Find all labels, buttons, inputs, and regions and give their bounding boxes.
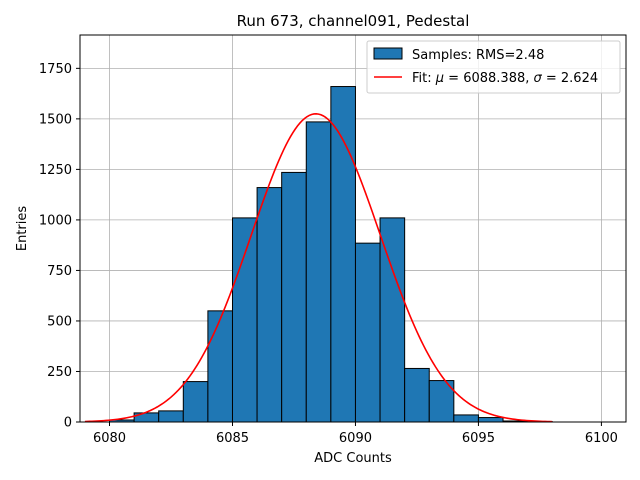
- x-tick-label: 6085: [216, 431, 249, 446]
- x-axis-label: ADC Counts: [314, 451, 392, 466]
- y-tick-label: 750: [47, 264, 72, 279]
- histogram-bar: [305, 121, 332, 423]
- histogram-bars: [109, 86, 553, 423]
- legend-mu-value: = 6088.388,: [444, 71, 533, 86]
- histogram-bar: [477, 417, 504, 423]
- x-tick-label: 6100: [585, 431, 618, 446]
- histogram-bar: [404, 367, 430, 423]
- plot-frame: [79, 34, 627, 423]
- histogram-bar: [379, 217, 406, 423]
- y-tick-label: 1500: [39, 112, 72, 127]
- histogram-bar: [182, 381, 209, 423]
- y-tick-label: 250: [47, 365, 72, 380]
- y-tick-label: 500: [47, 314, 72, 329]
- histogram-bar: [231, 217, 258, 423]
- histogram-bar: [453, 414, 479, 423]
- y-tick-label: 1000: [39, 213, 72, 228]
- legend-label-histogram: Samples: RMS=2.48: [412, 48, 544, 63]
- y-axis-label: Entries: [15, 206, 30, 252]
- legend-box: [366, 40, 621, 94]
- histogram-bar: [330, 86, 356, 423]
- legend-swatch-histogram: [373, 47, 403, 60]
- histogram-bar: [207, 310, 233, 423]
- x-tick-label: 6095: [462, 431, 495, 446]
- fit-curve: [84, 113, 553, 423]
- y-tick-label: 1250: [39, 163, 72, 178]
- legend: Samples: RMS=2.48 Fit: μ = 6088.388, σ =…: [366, 40, 621, 94]
- x-tick-label: 6090: [339, 431, 372, 446]
- chart-title: Run 673, channel091, Pedestal: [237, 12, 470, 30]
- histogram-bar: [354, 242, 381, 423]
- histogram-bar: [281, 171, 307, 423]
- y-tick-label: 0: [64, 416, 72, 431]
- histogram-bar: [256, 187, 283, 423]
- histogram-bar: [158, 410, 184, 423]
- legend-sigma-value: = 2.624: [542, 71, 598, 86]
- legend-label-fit: Fit: μ = 6088.388, σ = 2.624: [412, 71, 598, 86]
- x-tick-label: 6080: [93, 431, 126, 446]
- legend-mu-symbol: μ: [435, 71, 444, 86]
- histogram-bar: [428, 380, 455, 423]
- histogram-bar: [133, 412, 160, 423]
- axis-ticks: 6080 6085 6090 6095 6100 0 250 500 750 1000 1250 15…: [39, 62, 618, 446]
- legend-sigma-symbol: σ: [534, 71, 543, 86]
- legend-fit-prefix: Fit:: [412, 71, 436, 86]
- y-tick-label: 1750: [39, 62, 72, 77]
